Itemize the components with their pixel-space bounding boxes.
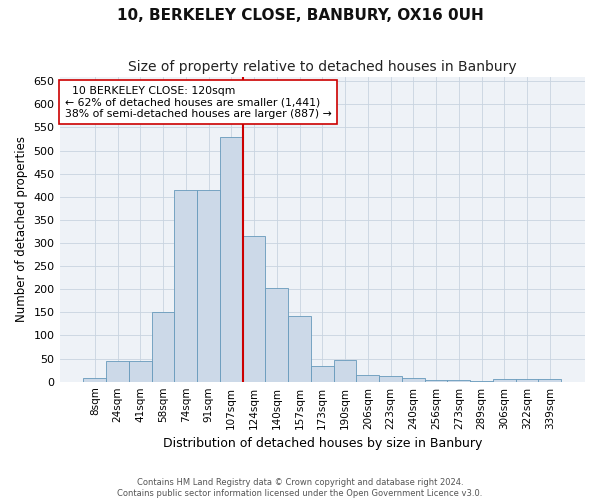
Text: 10 BERKELEY CLOSE: 120sqm
← 62% of detached houses are smaller (1,441)
38% of se: 10 BERKELEY CLOSE: 120sqm ← 62% of detac…	[65, 86, 332, 119]
Text: Contains HM Land Registry data © Crown copyright and database right 2024.
Contai: Contains HM Land Registry data © Crown c…	[118, 478, 482, 498]
Bar	[402, 378, 425, 382]
Bar	[152, 312, 175, 382]
Bar	[175, 190, 197, 382]
Bar	[129, 362, 152, 382]
Bar	[515, 380, 538, 382]
Text: 10, BERKELEY CLOSE, BANBURY, OX16 0UH: 10, BERKELEY CLOSE, BANBURY, OX16 0UH	[116, 8, 484, 22]
Y-axis label: Number of detached properties: Number of detached properties	[15, 136, 28, 322]
Bar	[288, 316, 311, 382]
Bar	[493, 380, 515, 382]
Bar	[83, 378, 106, 382]
Bar	[242, 236, 265, 382]
Bar	[425, 380, 448, 382]
Bar	[538, 380, 561, 382]
Bar	[220, 136, 242, 382]
X-axis label: Distribution of detached houses by size in Banbury: Distribution of detached houses by size …	[163, 437, 482, 450]
Bar	[448, 380, 470, 382]
Bar	[356, 375, 379, 382]
Bar	[197, 190, 220, 382]
Bar	[379, 376, 402, 382]
Bar	[265, 288, 288, 382]
Bar	[334, 360, 356, 382]
Bar	[311, 366, 334, 382]
Bar	[106, 362, 129, 382]
Title: Size of property relative to detached houses in Banbury: Size of property relative to detached ho…	[128, 60, 517, 74]
